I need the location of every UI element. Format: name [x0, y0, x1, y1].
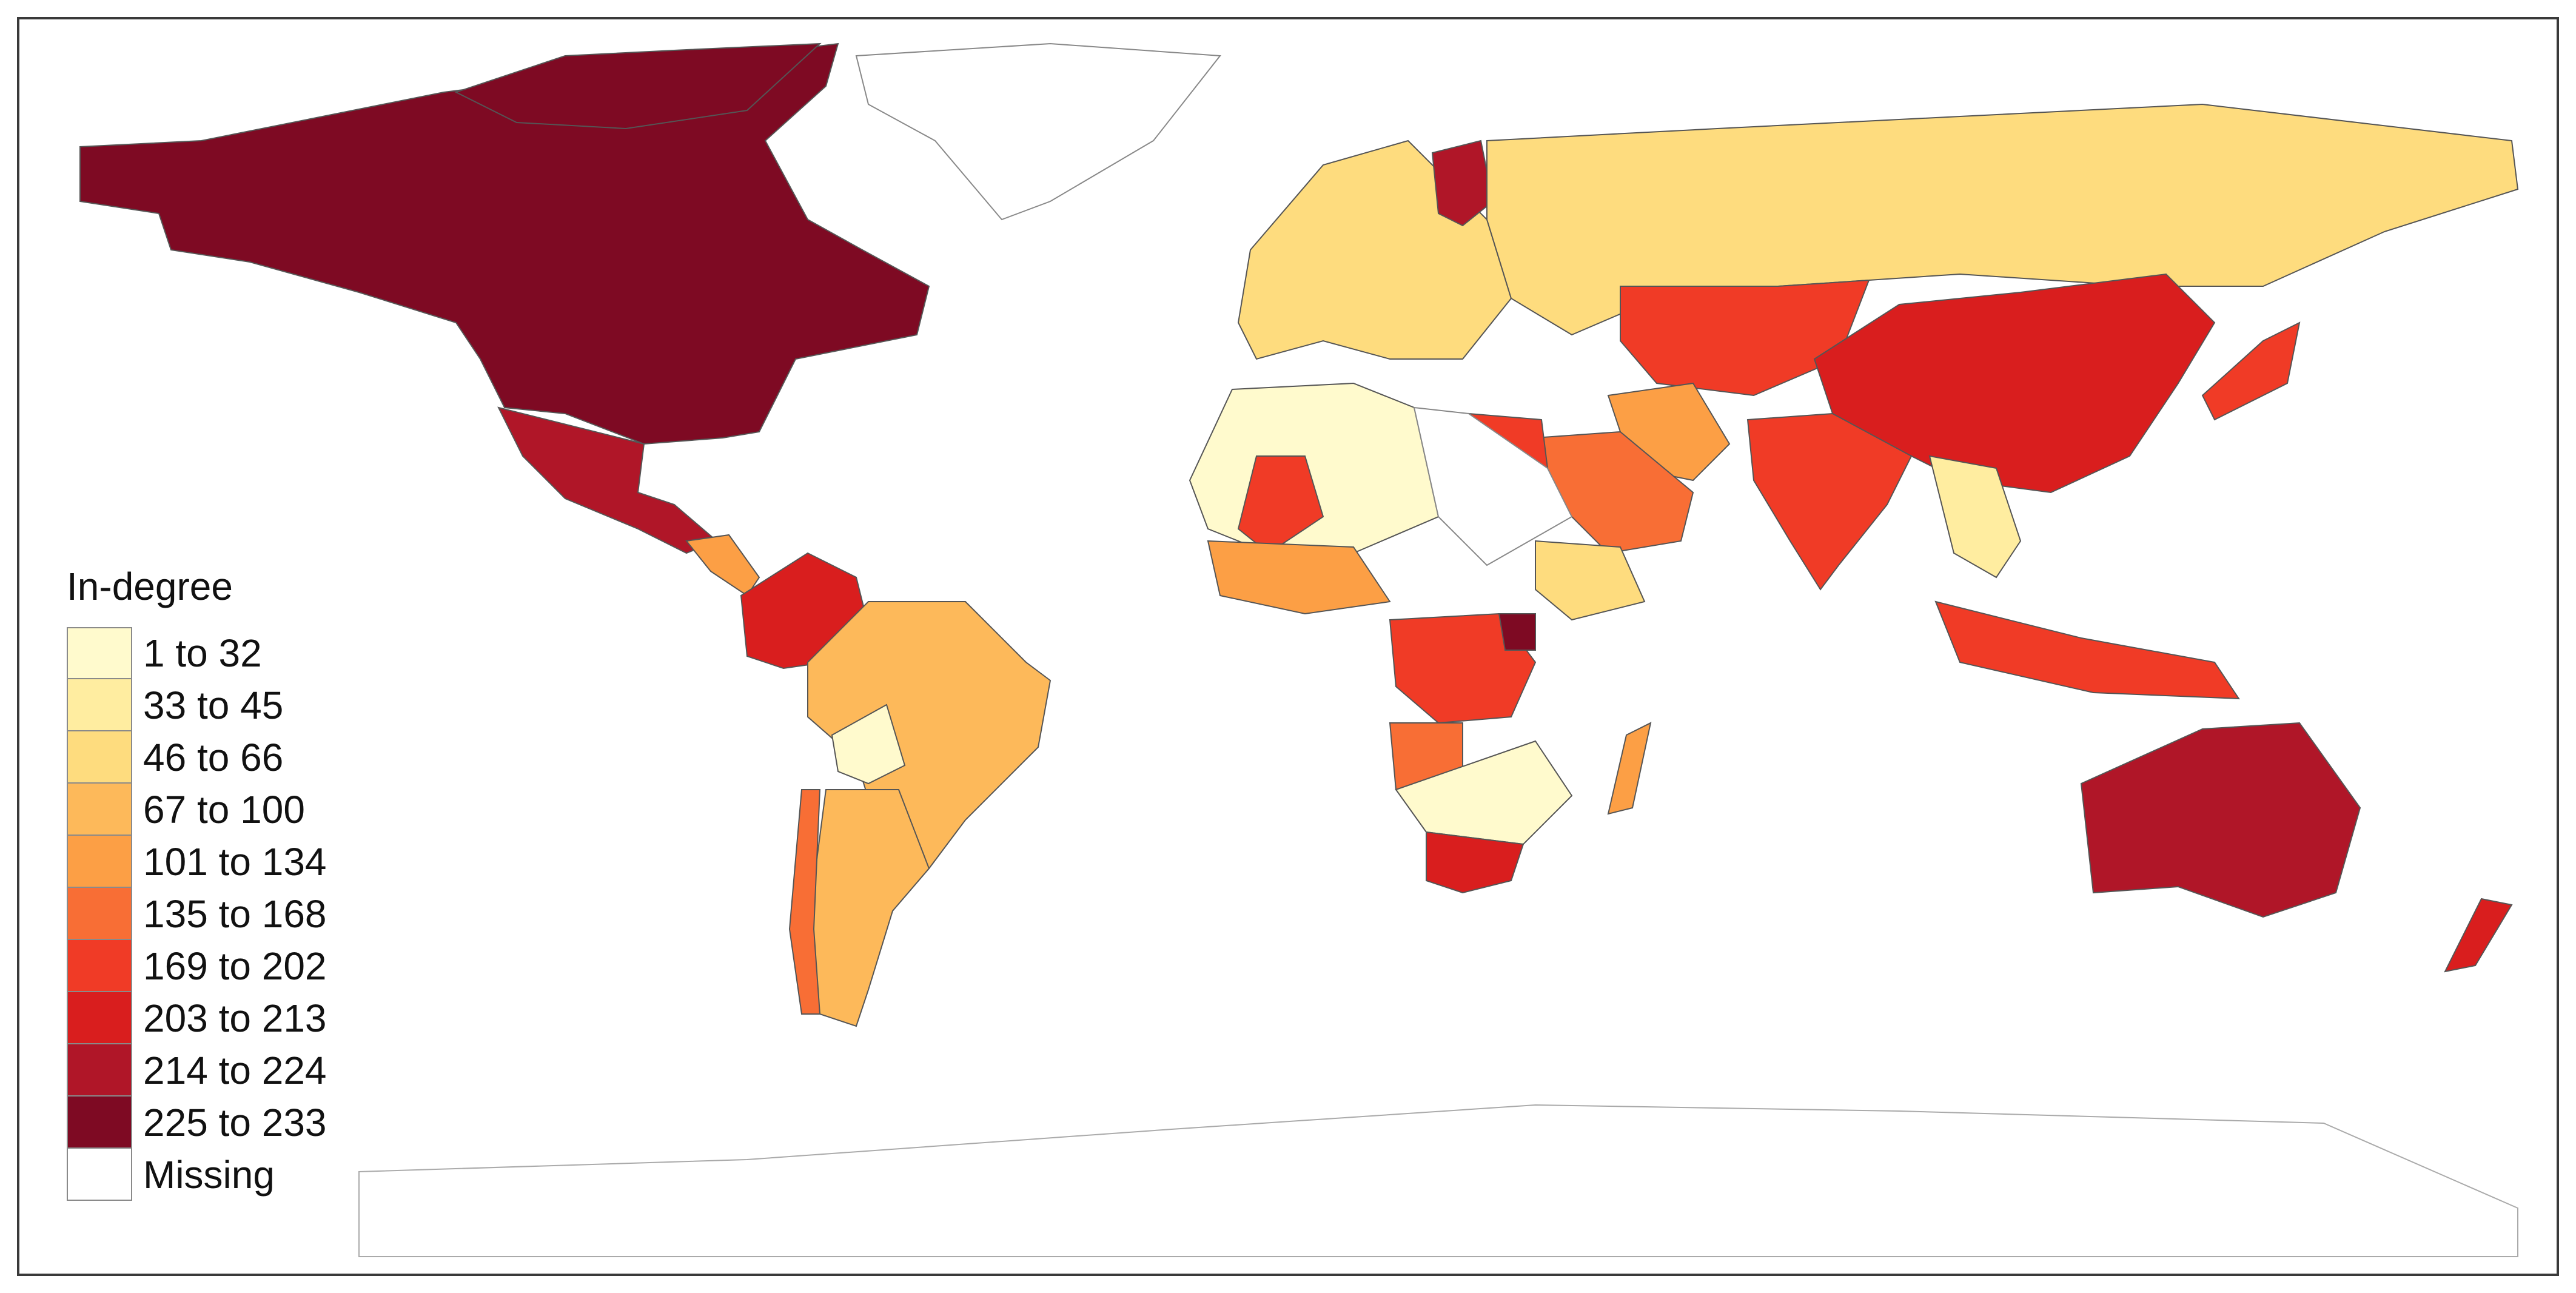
region-west-africa — [1207, 540, 1391, 615]
legend-swatch — [67, 679, 132, 731]
legend-label: 101 to 134 — [143, 840, 327, 884]
region-sahel — [1413, 406, 1573, 566]
legend-label: 169 to 202 — [143, 944, 327, 988]
region-north-america — [79, 42, 930, 445]
legend-label: Missing — [143, 1153, 275, 1197]
region-greenland — [855, 42, 1221, 221]
legend-swatch — [67, 888, 132, 940]
legend-swatch — [67, 992, 132, 1044]
legend-item: 225 to 233 — [67, 1097, 327, 1149]
legend-label: 33 to 45 — [143, 683, 284, 727]
map-frame — [17, 17, 2559, 1276]
legend-label: 135 to 168 — [143, 892, 327, 936]
legend-item: 33 to 45 — [67, 679, 327, 731]
legend-item: 46 to 66 — [67, 731, 327, 784]
region-japan — [2201, 321, 2301, 421]
region-russia — [1486, 103, 2519, 336]
region-mali — [1237, 455, 1324, 554]
legend-label: 46 to 66 — [143, 736, 284, 779]
legend-swatch — [67, 1097, 132, 1149]
legend-title: In-degree — [67, 565, 233, 608]
region-bolivia — [831, 704, 906, 785]
world-choropleth-map — [79, 42, 2519, 1257]
region-australia — [2080, 722, 2361, 918]
region-central-america — [685, 534, 760, 597]
region-central-asia — [1620, 279, 1870, 397]
legend-item: 169 to 202 — [67, 940, 327, 992]
legend-swatch — [67, 940, 132, 992]
legend-label: 225 to 233 — [143, 1101, 327, 1144]
legend-swatch — [67, 627, 132, 679]
legend-swatch — [67, 784, 132, 836]
region-southern-africa — [1395, 740, 1573, 845]
region-antarctica — [358, 1104, 2518, 1257]
legend-swatch — [67, 731, 132, 784]
region-arctic-islands — [454, 42, 822, 130]
region-south-africa — [1426, 831, 1524, 894]
legend-item: 135 to 168 — [67, 888, 327, 940]
legend-rows: 1 to 32 33 to 45 46 to 66 67 to 100 101 to 1… — [67, 627, 327, 1201]
region-ethiopia — [1535, 540, 1646, 621]
region-chile — [788, 789, 821, 1015]
region-finland — [1431, 139, 1494, 227]
legend-item: Missing — [67, 1149, 327, 1201]
legend-item: 203 to 213 — [67, 992, 327, 1044]
region-north-africa — [1189, 382, 1440, 554]
region-indonesia — [1934, 600, 2240, 700]
region-southeast-asia — [1928, 455, 2022, 579]
legend-item: 214 to 224 — [67, 1044, 327, 1097]
legend-label: 67 to 100 — [143, 788, 305, 831]
legend-swatch — [67, 1044, 132, 1097]
legend-item: 67 to 100 — [67, 784, 327, 836]
region-argentina — [807, 789, 930, 1027]
region-india — [1746, 412, 1913, 591]
legend-swatch — [67, 1149, 132, 1201]
legend-label: 1 to 32 — [143, 631, 262, 675]
region-new-zealand — [2444, 898, 2513, 973]
legend-label: 203 to 213 — [143, 996, 327, 1040]
region-uganda — [1498, 613, 1536, 651]
region-madagascar — [1607, 722, 1652, 815]
legend-swatch — [67, 836, 132, 888]
legend-label: 214 to 224 — [143, 1049, 327, 1092]
legend-item: 101 to 134 — [67, 836, 327, 888]
legend-item: 1 to 32 — [67, 627, 327, 679]
map-legend: In-degree 1 to 32 33 to 45 46 to 66 67 to 1… — [67, 564, 327, 1201]
